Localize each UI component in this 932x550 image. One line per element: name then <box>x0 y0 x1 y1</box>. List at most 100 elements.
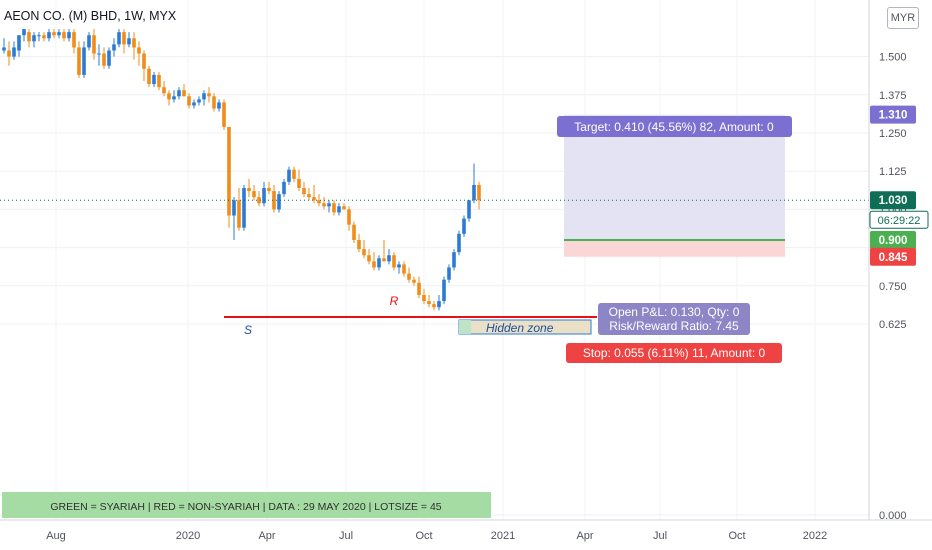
candle-body <box>2 47 6 51</box>
candle-body <box>437 301 441 308</box>
candle-body <box>252 191 256 198</box>
candle-body <box>327 203 331 207</box>
candle-body <box>12 47 16 57</box>
candle-body <box>37 35 41 37</box>
candle-body <box>422 294 426 302</box>
candle-body <box>112 44 116 51</box>
candle-body <box>217 102 221 109</box>
stop-price-tag: 0.845 <box>879 252 908 264</box>
x-tick-label: Jul <box>653 530 667 542</box>
x-tick-label: 2021 <box>491 530 515 542</box>
support-label: S <box>244 323 252 337</box>
candle-body <box>162 87 166 94</box>
candle-body <box>442 279 446 302</box>
last-price-tag-box <box>870 191 916 210</box>
y-tick-label: 1.500 <box>879 52 907 64</box>
candle-body <box>362 249 366 256</box>
candle-body <box>97 53 101 55</box>
y-tick-label: 1.250 <box>879 128 907 140</box>
candle-body <box>397 264 401 268</box>
target-label-box <box>557 116 792 137</box>
candle-body <box>17 35 21 51</box>
loss-zone <box>564 239 785 257</box>
candle-body <box>337 206 341 213</box>
candle-body <box>462 218 466 234</box>
last-price-tag: 1.030 <box>879 195 908 207</box>
candle-body <box>7 50 11 57</box>
candle-body <box>32 35 36 42</box>
candle-body <box>477 184 481 201</box>
candle-body <box>417 282 421 295</box>
candle-body <box>62 32 66 39</box>
candle-body <box>72 32 76 48</box>
x-tick-label: Apr <box>258 530 275 542</box>
candle-body <box>377 258 381 268</box>
candle-body <box>407 273 411 280</box>
candle-body <box>467 200 471 219</box>
candle-body <box>172 96 176 100</box>
hidden-zone-marker <box>459 320 471 334</box>
candle-body <box>207 93 211 97</box>
candle-body <box>127 38 131 45</box>
rr-label: Risk/Reward Ratio: 7.45 <box>609 319 739 333</box>
candle-body <box>277 194 281 210</box>
hidden-zone-label: Hidden zone <box>486 321 554 335</box>
candle-body <box>237 200 241 228</box>
y-tick-label: 0.000 <box>879 510 907 522</box>
candle-body <box>402 264 406 274</box>
candle-body <box>102 53 106 66</box>
candle-body <box>92 35 96 54</box>
y-tick-label: 0.750 <box>879 281 907 293</box>
chart-annotations: R S Hidden zone Target: 0.410 (45.56%) 82, … <box>0 116 869 518</box>
candle-body <box>357 239 361 250</box>
candle-body <box>227 126 231 216</box>
y-tick-label: 0.625 <box>879 319 907 331</box>
candle-body <box>222 102 226 127</box>
candle-body <box>177 90 181 97</box>
candle-body <box>77 47 81 75</box>
candle-body <box>292 169 296 179</box>
candle-body <box>307 194 311 198</box>
candle-body <box>432 304 436 308</box>
candle-body <box>137 47 141 54</box>
candle-body <box>287 169 291 182</box>
candle-body <box>242 188 246 228</box>
candle-body <box>202 93 206 100</box>
resistance-label: R <box>390 294 399 308</box>
candle-body <box>352 224 356 240</box>
candle-body <box>282 181 286 195</box>
stop-price-tag-box <box>870 247 916 266</box>
candle-body <box>317 200 321 204</box>
candle-body <box>197 99 201 103</box>
candles-series <box>2 29 481 311</box>
candle-body <box>192 102 196 106</box>
candle-body <box>427 301 431 305</box>
candle-body <box>452 252 456 268</box>
candle-body <box>57 32 61 36</box>
entry-price-tag: 0.900 <box>879 235 908 247</box>
candle-body <box>22 29 26 36</box>
candle-body <box>382 258 386 262</box>
candle-body <box>47 32 51 39</box>
candle-body <box>457 233 461 253</box>
x-tick-label: Oct <box>728 530 745 542</box>
candle-body <box>212 96 216 109</box>
candle-body <box>187 96 191 106</box>
candle-body <box>332 203 336 213</box>
x-tick-label: Oct <box>415 530 432 542</box>
candle-body <box>257 197 261 204</box>
pnl-label-box <box>598 303 750 335</box>
currency-button[interactable]: MYR <box>887 7 919 29</box>
x-tick-label: 2020 <box>176 530 200 542</box>
candle-body <box>67 32 71 39</box>
candle-body <box>247 188 251 192</box>
countdown-box <box>869 210 929 229</box>
candle-body <box>132 38 136 48</box>
candle-body <box>152 74 156 85</box>
candle-body <box>342 206 346 210</box>
candle-body <box>157 74 161 88</box>
candle-body <box>117 32 121 45</box>
candle-body <box>372 261 376 268</box>
candle-body <box>472 184 476 201</box>
